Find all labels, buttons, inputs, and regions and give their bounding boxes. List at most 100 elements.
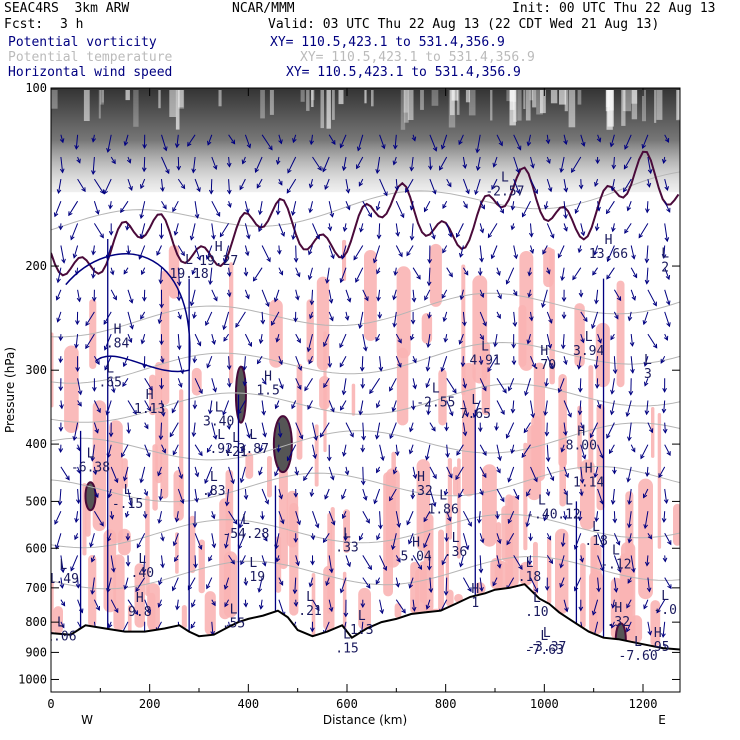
wind-vector: [244, 422, 250, 438]
wind-vector: [444, 334, 448, 342]
plot-frame: [50, 87, 681, 693]
wind-vector-head: [561, 314, 567, 320]
wind-vector-head: [194, 472, 200, 478]
wind-vector: [275, 400, 280, 409]
pv-extremum-value: 1.86: [428, 502, 459, 517]
wind-vector-head: [644, 561, 650, 567]
pv-extremum: L2.06: [51, 616, 77, 645]
wind-vector-head: [136, 543, 141, 549]
wind-vector-head: [660, 358, 665, 364]
wind-vector: [630, 334, 633, 346]
wind-vector-head: [295, 295, 300, 301]
wind-vector: [523, 422, 531, 433]
pv-extremum-type: L: [439, 488, 447, 503]
wind-vector-head: [389, 434, 394, 440]
wind-vector-head: [159, 384, 164, 390]
wind-vector: [647, 577, 650, 592]
wind-vector: [646, 267, 649, 284]
wind-vector: [664, 533, 672, 545]
wind-vector-head: [530, 413, 536, 419]
wind-vector-head: [559, 582, 564, 588]
wind-vector-head: [274, 471, 279, 477]
wind-vector: [664, 267, 670, 280]
wind-vector-head: [632, 273, 638, 279]
wind-vector-head: [375, 205, 381, 212]
wind-vector: [307, 400, 313, 410]
wind-vector-head: [545, 139, 551, 145]
wind-vector-head: [462, 383, 467, 389]
pv-positive-region: [311, 573, 316, 636]
wind-vector-head: [159, 234, 164, 240]
wind-vector-head: [207, 140, 212, 146]
wind-vector: [546, 422, 548, 436]
wind-vector: [578, 356, 582, 369]
wind-vector: [446, 466, 453, 478]
wind-vector-head: [360, 447, 366, 453]
wind-vector: [627, 466, 632, 482]
wind-vector: [530, 156, 534, 168]
wind-vector-head: [308, 250, 313, 256]
wind-vector-head: [341, 390, 347, 396]
wind-vector-head: [591, 324, 596, 330]
wind-vector: [496, 311, 501, 319]
wind-vector-head: [557, 253, 562, 259]
wind-vector-head: [417, 565, 423, 571]
wind-vector: [530, 311, 533, 321]
wind-vector: [493, 156, 498, 167]
wind-vector: [161, 200, 167, 209]
pv-extremum-type: L: [661, 247, 669, 262]
wind-vector-head: [477, 427, 483, 433]
wind-vector-head: [222, 325, 227, 331]
wind-vector-head: [581, 454, 587, 460]
wind-vector-head: [442, 317, 448, 323]
wind-vector-head: [452, 388, 457, 394]
pv-extremum-value: .65: [98, 375, 121, 390]
wind-vector-head: [560, 344, 566, 350]
wind-vector: [177, 178, 186, 189]
wind-vector-head: [534, 587, 539, 593]
wind-vector-head: [191, 168, 197, 174]
wind-vector: [663, 511, 666, 522]
wind-vector: [395, 200, 405, 218]
wind-vector: [161, 444, 166, 453]
wind-vector: [261, 400, 265, 415]
wind-vector-head: [594, 181, 599, 187]
wind-vector-head: [339, 588, 345, 594]
wind-vector: [508, 378, 515, 391]
wind-vector-head: [563, 140, 568, 146]
wind-vector: [410, 201, 414, 210]
pv-extremum-type: L: [343, 527, 351, 542]
isentrope-line: [51, 171, 680, 231]
wind-vector-head: [293, 492, 299, 498]
wind-vector: [358, 178, 364, 187]
wind-vector-head: [165, 169, 170, 175]
wind-vector-head: [239, 478, 245, 484]
wind-vector: [345, 201, 350, 210]
pv-extremum-type: L: [249, 428, 257, 443]
wind-vector-head: [227, 203, 232, 208]
pv-positive-region: [225, 469, 234, 535]
wind-vector-head: [448, 473, 453, 479]
wind-vector-head: [160, 187, 165, 193]
wind-vector: [546, 466, 554, 481]
wind-vector: [393, 156, 397, 165]
y-tick-label: 800: [25, 615, 47, 629]
pv-positive-region: [113, 554, 125, 631]
wind-vector: [127, 333, 132, 343]
wind-vector: [140, 178, 146, 189]
wind-vector: [140, 223, 146, 238]
wind-vector-head: [559, 563, 564, 569]
wind-vector-head: [291, 235, 296, 241]
wind-vector-head: [425, 455, 430, 461]
wind-vector: [475, 178, 481, 195]
wind-vector-head: [99, 521, 104, 527]
wind-vector: [278, 178, 283, 186]
wind-vector-head: [563, 226, 568, 232]
wind-vector: [362, 200, 372, 218]
wind-vector-head: [577, 410, 583, 416]
wind-vector-head: [238, 523, 244, 529]
wind-vector: [77, 289, 81, 302]
wind-vector-head: [76, 297, 82, 303]
wind-vector-head: [310, 560, 315, 566]
y-tick-label: 1000: [18, 672, 47, 686]
